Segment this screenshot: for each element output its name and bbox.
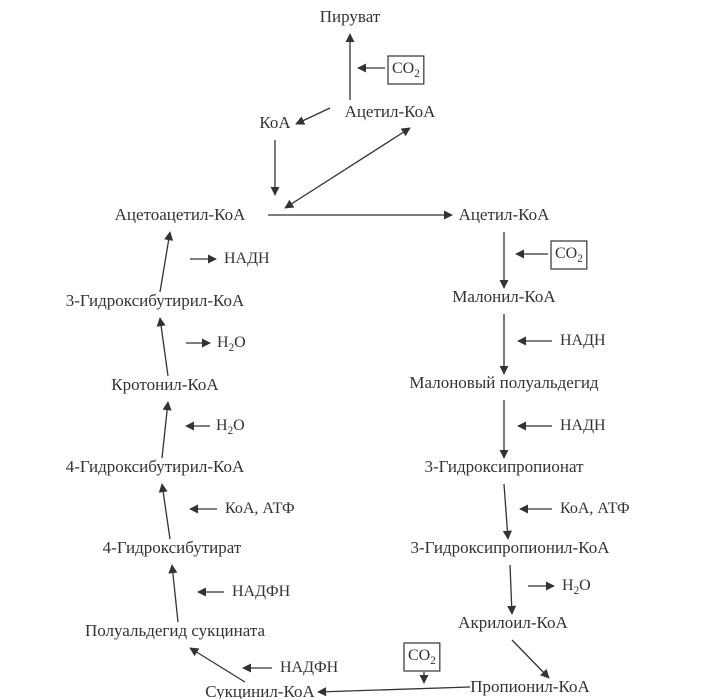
node-acetoacetyl_coa: Ацетоацетил-КоА bbox=[115, 205, 246, 224]
arrow-3hpcoa-to-acryloyl bbox=[510, 565, 512, 614]
arrow-4hydroxybut-to-4hbcoa bbox=[162, 484, 170, 539]
arrow-acetyl-to-koa bbox=[296, 108, 330, 124]
arrow-succsa-to-4hb bbox=[172, 565, 178, 622]
node-acetyl_coa_top: Ацетил-КоА bbox=[345, 102, 437, 121]
node-propionyl_coa: Пропионил-КоА bbox=[470, 677, 590, 696]
node-succinyl_coa: Сукцинил-КоА bbox=[205, 682, 315, 699]
node-pyruvate: Пируват bbox=[320, 7, 381, 26]
node-h2o_r: H2O bbox=[562, 577, 591, 597]
node-nadh_l1: НАДН bbox=[224, 250, 270, 267]
node-acetyl_coa_r: Ацетил-КоА bbox=[459, 205, 551, 224]
node-hydroxybutyrate4: 4-Гидроксибутират bbox=[103, 538, 242, 557]
node-h2o_l2: H2O bbox=[216, 417, 245, 437]
node-nadph_l1: НАДФН bbox=[232, 583, 291, 600]
arrow-propionyl-to-succinyl bbox=[318, 687, 470, 692]
arrow-crotonyl-to-3hb bbox=[160, 318, 168, 376]
node-nadh_r2: НАДН bbox=[560, 417, 606, 434]
node-koa: КоА bbox=[259, 113, 291, 132]
arrow-acryloyl-to-propionyl bbox=[512, 640, 549, 678]
node-nadh_r1: НАДН bbox=[560, 332, 606, 349]
arrow-3hp-to-3hpcoa bbox=[504, 484, 508, 539]
node-hydroxybutyryl_coa4: 4-Гидроксибутирил-КоА bbox=[66, 457, 245, 476]
node-malonyl_coa: Малонил-КоА bbox=[452, 287, 556, 306]
arrow-4hb-to-crotonyl bbox=[162, 402, 168, 458]
node-hydroxypropionate3: 3-Гидроксипропионат bbox=[425, 457, 585, 476]
pathway-diagram: Пируват Ацетил-КоА КоА Ацетоацетил-КоА Ацети… bbox=[0, 0, 713, 699]
node-h2o_l1: H2O bbox=[217, 334, 246, 354]
arrow-succinyl-to-succsa bbox=[190, 648, 245, 682]
node-koa_atp_l: КоА, АТФ bbox=[225, 500, 295, 517]
node-succinate_sa: Полуальдегид сукцината bbox=[85, 621, 266, 640]
node-hydroxybutyryl_coa: 3-Гидроксибутирил-КоА bbox=[66, 291, 245, 310]
arrow-3hb-to-acetoacetyl bbox=[160, 232, 170, 292]
node-nadph_l2: НАДФН bbox=[280, 659, 339, 676]
node-koa_atp_r: КоА, АТФ bbox=[560, 500, 630, 517]
node-crotonyl_coa: Кротонил-КоА bbox=[111, 375, 219, 394]
arrow-acetoacetyl-to-acetyl bbox=[285, 128, 410, 208]
node-malonate_sa: Малоновый полуальдегид bbox=[409, 373, 599, 392]
node-acryloyl_coa: Акрилоил-КоА bbox=[458, 613, 568, 632]
node-hydroxypropionyl3: 3-Гидроксипропионил-КоА bbox=[411, 538, 611, 557]
